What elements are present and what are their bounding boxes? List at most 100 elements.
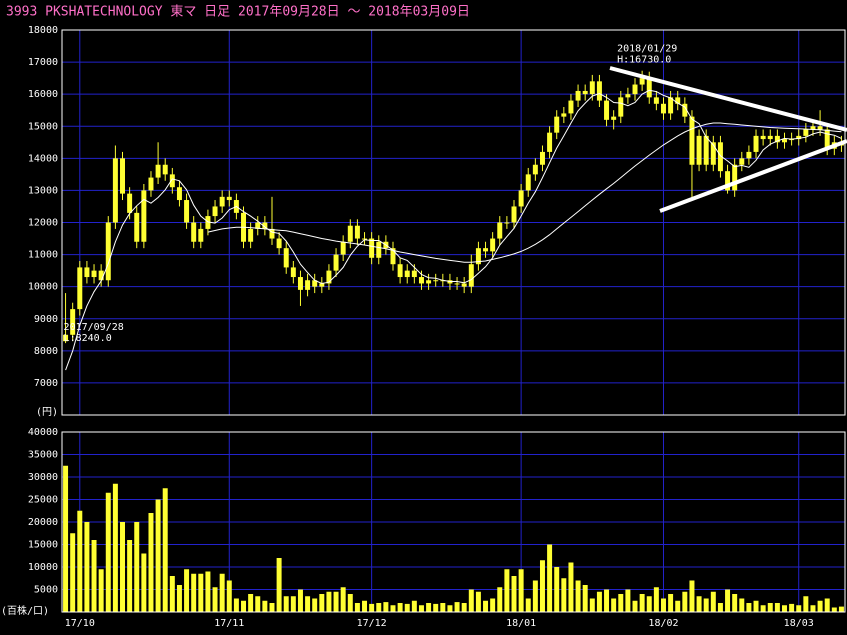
volume-bar xyxy=(461,603,467,612)
volume-bar xyxy=(653,587,659,612)
volume-frame xyxy=(61,431,846,613)
volume-bar xyxy=(575,580,581,612)
volume-bar xyxy=(426,603,432,612)
volume-bar xyxy=(326,591,332,612)
trend-line xyxy=(659,139,847,213)
y-tick-label: 15000 xyxy=(28,121,58,132)
volume-bar xyxy=(838,606,844,612)
y-tick-label: 17000 xyxy=(28,57,58,68)
candle-body xyxy=(226,196,232,201)
candle-body xyxy=(326,270,332,284)
volume-bar xyxy=(739,598,745,612)
volume-bar xyxy=(155,499,161,612)
volume-tick-label: 40000 xyxy=(28,427,58,438)
volume-bar xyxy=(497,587,503,612)
volume-bar xyxy=(817,600,823,612)
candle-body xyxy=(134,212,140,242)
volume-bar xyxy=(824,598,830,612)
y-tick-label: 12000 xyxy=(28,218,58,229)
volume-bar xyxy=(618,594,624,612)
volume-bar xyxy=(191,573,197,612)
volume-bar xyxy=(305,596,311,612)
candle-body xyxy=(796,135,802,140)
candle-body xyxy=(604,100,610,120)
candle-body xyxy=(390,248,396,265)
volume-bar xyxy=(376,603,382,612)
y-tick-label: 9000 xyxy=(34,314,58,325)
candle-body xyxy=(490,238,496,252)
volume-tick-label: 25000 xyxy=(28,495,58,506)
volume-bar xyxy=(518,569,524,612)
candle-body xyxy=(112,158,118,223)
volume-bar xyxy=(418,605,424,612)
volume-bar xyxy=(554,567,560,612)
candle-body xyxy=(347,225,353,242)
candle-body xyxy=(141,190,147,242)
volume-tick-label: 5000 xyxy=(34,585,58,596)
volume-bar xyxy=(568,562,574,612)
candle-body xyxy=(212,206,218,217)
volume-bar xyxy=(589,598,595,612)
candle-body xyxy=(625,94,631,98)
volume-bar xyxy=(262,600,268,612)
volume-bar xyxy=(390,605,396,612)
candle-body xyxy=(774,135,780,143)
volume-bar xyxy=(604,589,610,612)
volume-bar xyxy=(134,522,140,612)
candle-body xyxy=(461,283,467,287)
volume-bar xyxy=(297,589,303,612)
candle-body xyxy=(760,135,766,140)
candle-body xyxy=(176,187,182,201)
volume-bar xyxy=(767,603,773,612)
candle-body xyxy=(618,97,624,117)
volume-bar xyxy=(703,598,709,612)
volume-bar xyxy=(397,603,403,612)
volume-bar xyxy=(717,603,723,612)
candle-body xyxy=(333,254,339,271)
candle-body xyxy=(475,248,481,265)
candle-body xyxy=(369,238,375,258)
x-tick-label: 17/11 xyxy=(214,618,244,629)
volume-bar xyxy=(447,605,453,612)
volume-tick-label: 10000 xyxy=(28,562,58,573)
volume-bar xyxy=(490,598,496,612)
candle-body xyxy=(582,90,588,95)
candle-body xyxy=(376,241,382,258)
candle-body xyxy=(525,174,531,191)
volume-bar xyxy=(440,603,446,612)
candle-body xyxy=(810,126,816,130)
candle-body xyxy=(689,116,695,165)
volume-bar xyxy=(746,603,752,612)
volume-bar xyxy=(369,603,375,612)
volume-bar xyxy=(162,488,168,612)
volume-bar xyxy=(347,594,353,612)
y-tick-label: 10000 xyxy=(28,282,58,293)
y-tick-label: 13000 xyxy=(28,185,58,196)
candle-body xyxy=(668,97,674,114)
volume-bar xyxy=(141,553,147,612)
volume-bar xyxy=(504,569,510,612)
x-tick-label: 17/12 xyxy=(357,618,387,629)
candle-body xyxy=(205,216,211,229)
volume-bar xyxy=(454,602,460,612)
volume-bar xyxy=(362,600,368,612)
candle-body xyxy=(276,238,282,249)
volume-bar xyxy=(404,603,410,612)
candle-body xyxy=(454,283,460,285)
volume-bar xyxy=(789,603,795,612)
candle-body xyxy=(120,158,125,194)
candle-body xyxy=(184,200,190,223)
volume-tick-label: 35000 xyxy=(28,450,58,461)
volume-bar xyxy=(333,591,339,612)
candle-body xyxy=(732,164,738,191)
volume-bar xyxy=(483,600,489,612)
x-tick-label: 17/10 xyxy=(65,618,95,629)
candle-body xyxy=(255,222,261,229)
volume-bar xyxy=(383,602,389,612)
volume-bar xyxy=(753,600,759,612)
y-unit: (円) xyxy=(36,407,58,418)
candle-body xyxy=(611,116,617,120)
